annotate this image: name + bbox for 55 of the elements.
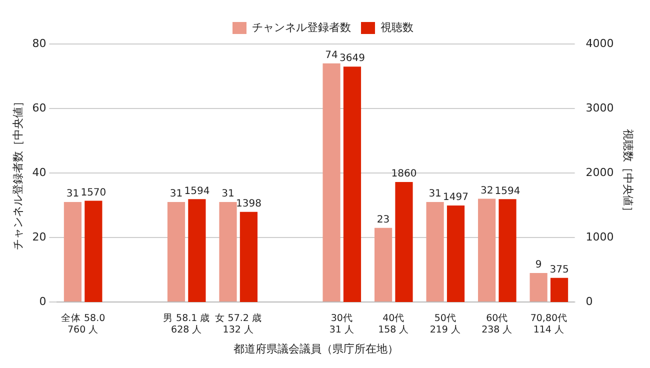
x-tick-label: 50代 219 人 xyxy=(430,313,461,336)
bar xyxy=(550,278,568,302)
y-tick-label: 20 xyxy=(32,230,46,244)
data-label: 1497 xyxy=(443,192,468,204)
x-tick-label: 70,80代 114 人 xyxy=(530,313,568,336)
data-label: 23 xyxy=(376,214,390,226)
y2-tick-label: 4000 xyxy=(586,36,614,50)
data-label: 74 xyxy=(325,50,338,61)
data-label: 31 xyxy=(428,188,442,200)
y-tick-label: 0 xyxy=(39,294,46,308)
x-tick-label: 全体 58.0 760 人 xyxy=(60,312,106,336)
data-label: 1594 xyxy=(184,186,210,197)
y2-tick-label: 0 xyxy=(586,294,593,308)
bar xyxy=(374,228,392,302)
x-tick-label: 男 58.1 歳 628 人 xyxy=(163,312,210,336)
data-label: 1570 xyxy=(80,187,106,198)
data-label: 31 xyxy=(66,188,80,200)
y2-tick-label: 3000 xyxy=(586,101,614,114)
x-tick-label: 女 57.2 歳 132 人 xyxy=(214,312,262,336)
x-tick-label: 30代 31 人 xyxy=(329,313,354,336)
bar xyxy=(64,202,82,302)
y2-tick-label: 1000 xyxy=(586,230,614,244)
data-label: 1398 xyxy=(236,198,262,210)
bar xyxy=(478,198,496,302)
data-label: 375 xyxy=(550,264,569,276)
data-label: 32 xyxy=(480,185,494,196)
bar xyxy=(343,66,362,302)
x-tick-label: 60代 238 人 xyxy=(482,313,513,336)
y-tick-label: 60 xyxy=(32,101,46,114)
bar xyxy=(219,202,237,302)
bar xyxy=(188,199,206,302)
y2-axis-title: 視聴数［中央値］ xyxy=(622,129,635,217)
bar xyxy=(426,202,444,302)
bar xyxy=(446,205,465,302)
y-tick-label: 40 xyxy=(32,166,46,179)
data-label: 31 xyxy=(170,188,183,200)
y-axis-title: チャンネル登録者数［中央値］ xyxy=(11,96,24,250)
y-tick-label: 80 xyxy=(32,36,46,50)
data-label: 3649 xyxy=(340,53,365,64)
data-label: 1860 xyxy=(391,168,417,180)
bar xyxy=(530,272,548,302)
bar xyxy=(84,200,102,302)
data-label: 31 xyxy=(222,188,234,200)
bar xyxy=(395,182,413,302)
bar xyxy=(240,212,258,302)
bar xyxy=(167,202,186,302)
bar xyxy=(322,63,340,302)
data-label: 1594 xyxy=(494,186,520,197)
y2-tick-label: 2000 xyxy=(586,166,614,179)
bar xyxy=(498,199,516,302)
x-axis-title: 都道府県議会議員（県庁所在地） xyxy=(234,342,398,356)
x-tick-label: 40代 158 人 xyxy=(378,313,410,336)
legend-label: チャンネル登録者数 xyxy=(252,20,351,34)
data-label: 9 xyxy=(535,260,542,271)
legend-label: 視聴数 xyxy=(380,20,414,34)
